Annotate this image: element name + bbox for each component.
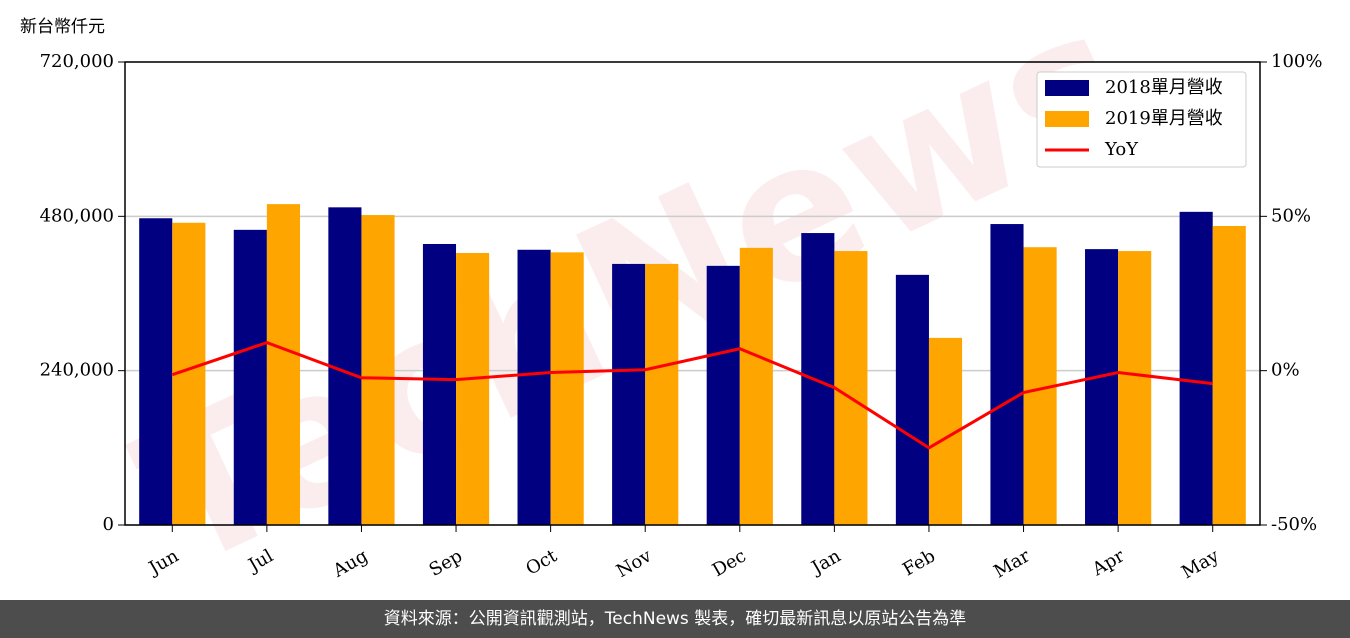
bar	[1118, 251, 1152, 525]
x-tick-label: Apr	[1088, 545, 1128, 580]
bar	[550, 252, 584, 525]
x-tick-label: Aug	[329, 545, 372, 582]
bar	[139, 218, 173, 525]
legend-label: 2018單月營收	[1105, 77, 1223, 98]
legend-box	[1036, 71, 1247, 168]
y2-tick-label: -50%	[1271, 514, 1317, 535]
x-tick-label: Mar	[990, 545, 1034, 582]
chart: 新台幣仟元 TechNews0240,000480,000720,000-50%…	[20, 0, 1322, 600]
x-tick-label: May	[1178, 545, 1223, 583]
x-tick-label: Sep	[426, 545, 466, 580]
line	[171, 340, 1213, 450]
bar	[739, 247, 773, 525]
x-tick-label: Dec	[709, 545, 750, 581]
bar	[1212, 225, 1246, 525]
y-tick-label: 720,000	[40, 51, 114, 72]
legend-label: YoY	[1104, 139, 1139, 160]
bar	[456, 252, 490, 526]
legend-label: 2019單月營收	[1105, 108, 1223, 129]
x-tick-label: Feb	[899, 545, 939, 580]
bar	[517, 249, 551, 525]
bar	[1085, 249, 1119, 526]
y-tick-label: 240,000	[40, 360, 114, 381]
bar	[895, 274, 929, 525]
y2-tick-label: 100%	[1271, 51, 1322, 72]
y-tick-label: 0	[103, 514, 114, 535]
footer: 資料來源：公開資訊觀測站，TechNews 製表，確切最新訊息以原站公告為準	[0, 600, 1350, 638]
bar	[233, 229, 267, 525]
bar	[266, 204, 300, 525]
x-tick-label: Jan	[807, 545, 845, 579]
x-tick-label: Oct	[522, 545, 561, 580]
bar	[645, 263, 679, 525]
y-tick-label: 480,000	[40, 205, 114, 226]
bar	[990, 224, 1024, 526]
bar	[361, 215, 395, 525]
y2-tick-label: 50%	[1271, 205, 1311, 226]
unit-label: 新台幣仟元	[20, 17, 105, 37]
bar	[706, 265, 740, 525]
plot-frame	[124, 61, 1261, 526]
bar	[612, 263, 646, 525]
legend-swatch	[1045, 80, 1089, 96]
legend-swatch	[1045, 111, 1089, 127]
bar	[1179, 211, 1213, 525]
x-tick-label: Nov	[613, 545, 656, 582]
y2-tick-label: 0%	[1271, 360, 1300, 381]
bar	[801, 233, 835, 525]
bar	[834, 251, 868, 525]
bar	[422, 243, 457, 525]
